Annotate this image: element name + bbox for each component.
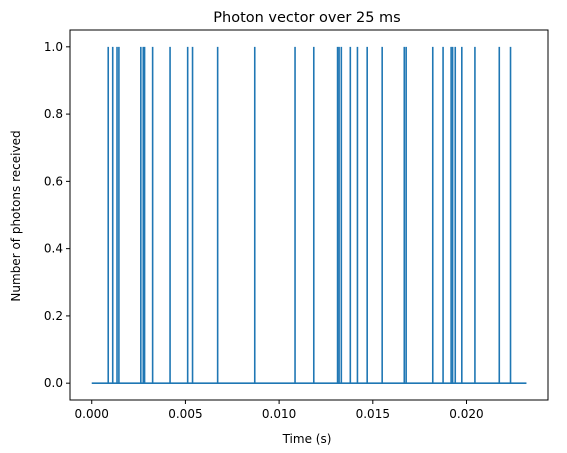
plot-frame bbox=[69, 29, 549, 401]
x-axis-label: Time (s) bbox=[282, 432, 332, 446]
x-tick-label: 0.005 bbox=[168, 407, 202, 421]
y-axis-ticks: 0.0 0.2 0.4 0.6 0.8 1.0 bbox=[44, 40, 70, 390]
x-tick-label: 0.020 bbox=[449, 407, 483, 421]
chart-title: Photon vector over 25 ms bbox=[213, 10, 400, 26]
y-axis-label: Number of photons received bbox=[9, 130, 23, 301]
y-tick-label: 0.0 bbox=[44, 376, 63, 390]
y-tick-label: 1.0 bbox=[44, 40, 63, 54]
x-tick-label: 0.000 bbox=[75, 407, 109, 421]
y-tick-label: 0.2 bbox=[44, 309, 63, 323]
x-tick-label: 0.010 bbox=[262, 407, 296, 421]
plot-area bbox=[91, 46, 527, 384]
y-tick-label: 0.4 bbox=[44, 242, 63, 256]
x-axis-ticks: 0.000 0.005 0.010 0.015 0.020 bbox=[75, 400, 484, 421]
x-tick-label: 0.015 bbox=[356, 407, 390, 421]
y-tick-label: 0.8 bbox=[44, 107, 63, 121]
y-tick-label: 0.6 bbox=[44, 174, 63, 188]
